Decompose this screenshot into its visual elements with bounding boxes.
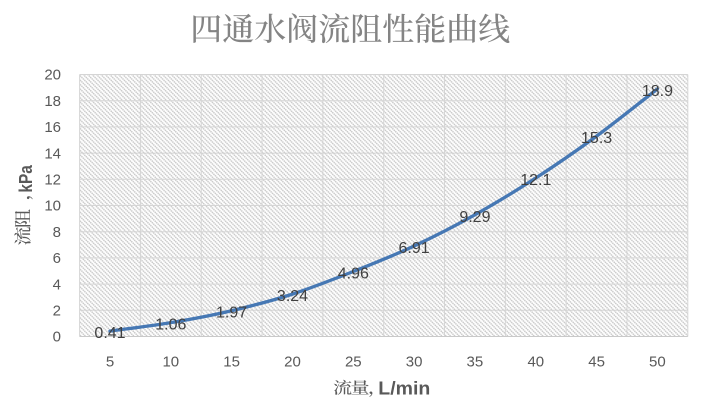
svg-text:20: 20 [284,354,301,371]
svg-text:1.97: 1.97 [216,305,247,322]
svg-text:6: 6 [53,250,61,267]
svg-text:L/min: L/min [378,379,430,399]
svg-text:25: 25 [345,354,362,371]
svg-text:kPa: kPa [16,164,36,192]
svg-text:0.41: 0.41 [94,325,125,342]
svg-text:4: 4 [53,276,61,293]
svg-text:12.1: 12.1 [520,172,551,189]
svg-text:15: 15 [223,354,240,371]
svg-text:14: 14 [44,145,61,162]
svg-text:50: 50 [649,354,666,371]
svg-text:2: 2 [53,303,61,320]
svg-text:20: 20 [44,67,61,84]
svg-text:4.96: 4.96 [338,266,369,283]
svg-text:1.06: 1.06 [155,317,186,334]
svg-text:3.24: 3.24 [277,288,308,305]
svg-text:0: 0 [53,329,61,346]
svg-text:8: 8 [53,224,61,241]
svg-text:18.9: 18.9 [642,83,673,100]
svg-text:18: 18 [44,93,61,110]
svg-text:5: 5 [106,354,114,371]
svg-text:9.29: 9.29 [459,209,490,226]
svg-text:35: 35 [467,354,484,371]
svg-text:10: 10 [162,354,179,371]
svg-text:40: 40 [527,354,544,371]
svg-text:30: 30 [406,354,423,371]
svg-text:15.3: 15.3 [581,130,612,147]
svg-text:6.91: 6.91 [399,240,430,257]
svg-text:12: 12 [44,172,61,189]
svg-text:10: 10 [44,198,61,215]
svg-text:16: 16 [44,119,61,136]
svg-text:45: 45 [588,354,605,371]
